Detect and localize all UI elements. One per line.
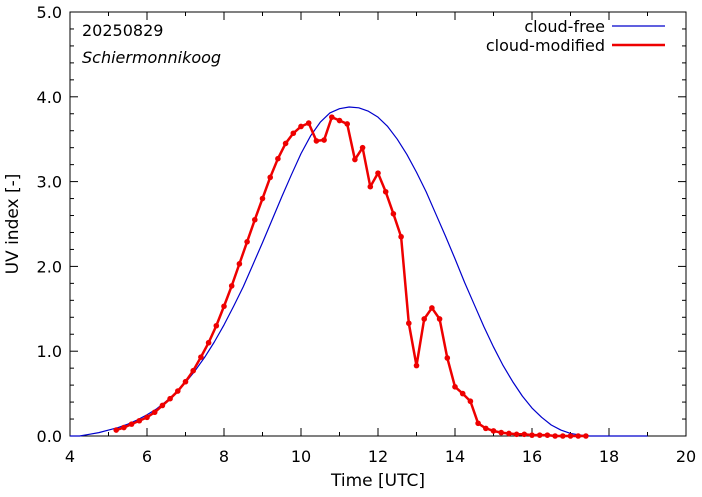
series-line-cloud-free: [70, 106, 648, 437]
y-tick-label: 0.0: [37, 427, 62, 446]
x-tick-label: 14: [445, 447, 465, 466]
data-point-cloud-modified: [236, 261, 243, 267]
data-point-cloud-modified: [498, 429, 505, 436]
data-point-cloud-modified: [136, 417, 143, 424]
axis-ticks: [69, 11, 687, 437]
data-point-cloud-modified: [329, 114, 335, 120]
x-axis-label: Time [UTC]: [330, 471, 425, 491]
data-point-cloud-modified: [128, 421, 135, 427]
x-tick-label: 10: [291, 447, 311, 466]
data-point-cloud-modified: [182, 378, 189, 385]
data-point-cloud-modified: [421, 316, 428, 322]
data-point-cloud-modified: [521, 431, 528, 438]
date-annotation: 20250829: [82, 21, 163, 40]
plot-frame: [69, 11, 687, 437]
data-point-cloud-modified: [375, 170, 381, 176]
data-point-cloud-modified: [452, 384, 458, 390]
data-point-cloud-modified: [567, 433, 574, 439]
data-point-cloud-modified: [175, 388, 181, 394]
data-point-cloud-modified: [429, 305, 435, 311]
legend-label-cloud-free: cloud-free: [524, 17, 605, 36]
data-point-cloud-modified: [313, 138, 320, 144]
data-point-cloud-modified: [305, 120, 312, 126]
data-point-cloud-modified: [275, 155, 281, 162]
data-point-cloud-modified: [121, 424, 127, 431]
data-point-cloud-modified: [151, 409, 158, 416]
legend-label-cloud-modified: cloud-modified: [486, 36, 605, 55]
data-point-cloud-modified: [259, 195, 266, 202]
data-point-cloud-modified: [459, 390, 466, 397]
data-point-cloud-modified: [475, 420, 481, 427]
y-tick-label: 1.0: [37, 342, 62, 361]
data-point-cloud-modified: [198, 354, 204, 360]
data-point-cloud-modified: [398, 233, 404, 240]
x-tick-label: 8: [219, 447, 229, 466]
data-point-cloud-modified: [267, 174, 274, 181]
series-line-cloud-modified: [115, 115, 586, 438]
data-point-cloud-modified: [406, 320, 412, 327]
data-point-cloud-modified: [282, 140, 289, 147]
data-point-cloud-modified: [321, 137, 327, 143]
y-tick-labels: 0.0 1.0 2.0 3.0 4.0 5.0: [37, 3, 62, 446]
x-tick-label: 20: [676, 447, 696, 466]
data-point-cloud-modified: [290, 130, 297, 137]
data-point-cloud-modified: [144, 414, 150, 421]
data-point-cloud-modified: [190, 367, 196, 374]
x-tick-label: 4: [65, 447, 75, 466]
series-layer: [70, 106, 648, 439]
y-tick-label: 5.0: [37, 3, 62, 22]
x-tick-label: 16: [522, 447, 542, 466]
data-point-cloud-modified: [529, 432, 535, 438]
y-tick-label: 2.0: [37, 257, 62, 276]
data-point-cloud-modified: [390, 211, 397, 217]
data-point-cloud-modified: [367, 183, 374, 190]
data-point-cloud-modified: [244, 239, 250, 245]
legend: cloud-free cloud-modified: [486, 17, 665, 55]
data-point-cloud-modified: [344, 121, 351, 127]
data-point-cloud-modified: [228, 283, 235, 289]
data-point-cloud-modified: [382, 188, 389, 195]
data-point-cloud-modified: [205, 339, 212, 346]
data-point-cloud-modified: [467, 398, 474, 405]
y-tick-label: 3.0: [37, 173, 62, 192]
data-point-cloud-modified: [536, 432, 543, 438]
data-point-cloud-modified: [513, 431, 520, 438]
data-point-cloud-modified: [544, 432, 551, 438]
x-tick-label: 18: [599, 447, 619, 466]
data-point-cloud-modified: [444, 355, 451, 361]
data-point-cloud-modified: [113, 427, 119, 433]
location-annotation: Schiermonnikoog: [82, 48, 221, 67]
data-point-cloud-modified: [575, 433, 581, 439]
data-point-cloud-modified: [213, 322, 220, 329]
data-point-cloud-modified: [252, 216, 258, 223]
data-point-cloud-modified: [413, 362, 420, 369]
data-point-cloud-modified: [583, 433, 589, 439]
data-point-cloud-modified: [552, 433, 558, 439]
data-point-cloud-modified: [352, 156, 358, 163]
data-point-cloud-modified: [490, 428, 497, 434]
data-point-cloud-modified: [159, 402, 166, 409]
x-tick-label: 6: [142, 447, 152, 466]
y-axis-label: UV index [-]: [3, 174, 23, 275]
data-point-cloud-modified: [221, 303, 227, 310]
x-tick-label: 12: [368, 447, 388, 466]
x-tick-labels: 4 6 8 10 12 14 16 18 20: [65, 447, 696, 466]
data-point-cloud-modified: [336, 117, 343, 124]
data-point-cloud-modified: [483, 425, 489, 432]
data-point-cloud-modified: [560, 433, 566, 439]
data-point-cloud-modified: [436, 316, 443, 322]
data-point-cloud-modified: [167, 395, 173, 402]
data-point-cloud-modified: [298, 123, 304, 130]
y-tick-label: 4.0: [37, 88, 62, 107]
data-point-cloud-modified: [506, 430, 512, 437]
data-point-cloud-modified: [359, 144, 366, 151]
